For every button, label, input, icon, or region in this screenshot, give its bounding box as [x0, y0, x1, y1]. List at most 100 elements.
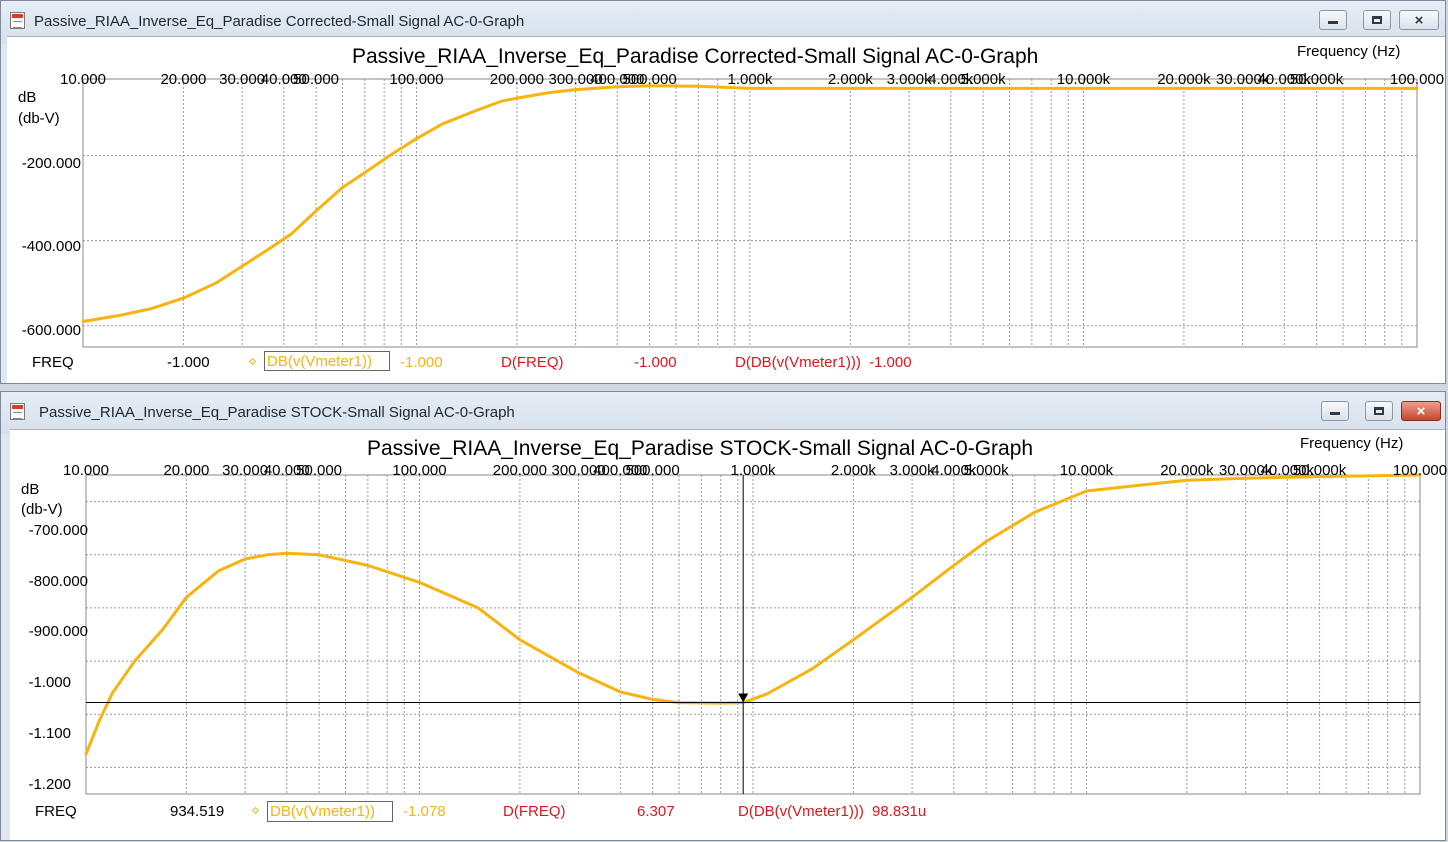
- plot-frame: [85, 474, 1421, 795]
- y-unit-label: dB: [18, 89, 37, 106]
- close-button[interactable]: ×: [1399, 10, 1439, 30]
- plot-area[interactable]: [7, 37, 1447, 385]
- x-tick-label: 300.000: [551, 462, 606, 479]
- window-titlebar[interactable]: Passive_RIAA_Inverse_Eq_Paradise STOCK-S…: [1, 392, 1445, 434]
- x-tick-label: 100.000: [389, 71, 444, 88]
- legend-trace-box[interactable]: DB(v(Vmeter1)): [264, 351, 390, 371]
- cursor-arrow-icon: [738, 693, 749, 703]
- x-tick-label: 1.000k: [730, 462, 776, 479]
- x-tick-label: 2.000k: [827, 71, 873, 88]
- x-tick-label: 4.000k: [931, 462, 977, 479]
- legend-dfreq-label: D(FREQ): [503, 803, 566, 820]
- legend-dtrace-value: -1.000: [869, 354, 912, 371]
- maximize-button[interactable]: [1365, 401, 1393, 421]
- y-tick-label: -1.100: [28, 725, 71, 742]
- y-tick-label: -400.000: [21, 238, 81, 255]
- close-icon: ×: [1414, 12, 1424, 29]
- x-tick-label: 100.000: [1392, 462, 1448, 479]
- plot-area[interactable]: [10, 430, 1446, 842]
- x-tick-label: 10.000: [60, 71, 106, 88]
- x-tick-label: 50.000k: [1289, 71, 1344, 88]
- x-tick-label: 40.000: [260, 71, 307, 88]
- maximize-icon: [1372, 16, 1382, 24]
- x-tick-label: 50.000: [293, 71, 340, 88]
- minimize-button[interactable]: [1321, 401, 1349, 421]
- graph-window-corrected[interactable]: Passive_RIAA_Inverse_Eq_Paradise Correct…: [0, 0, 1446, 384]
- close-button[interactable]: ×: [1401, 401, 1441, 421]
- minimize-button[interactable]: [1319, 10, 1347, 30]
- x-tick-label: 100.000: [392, 462, 447, 479]
- x-axis-label: Frequency (Hz): [1297, 43, 1401, 60]
- y-tick-label: -800.000: [28, 573, 88, 590]
- x-tick-label: 30.000k: [1215, 71, 1270, 88]
- legend-dtrace-value: 98.831u: [872, 803, 927, 820]
- legend-freq-label: FREQ: [32, 354, 74, 371]
- x-tick-label: 20.000k: [1157, 71, 1211, 88]
- y-unit-sublabel: (db-V): [21, 501, 63, 518]
- graph-title: Passive_RIAA_Inverse_Eq_Paradise STOCK-S…: [367, 437, 1034, 460]
- y-tick-label: -1.000: [28, 674, 71, 691]
- document-icon[interactable]: [10, 403, 25, 420]
- x-tick-label: 10.000k: [1059, 462, 1114, 479]
- legend-freq-label: FREQ: [35, 803, 77, 820]
- legend-dfreq-value: 6.307: [637, 803, 675, 820]
- document-icon[interactable]: [10, 12, 25, 29]
- graph-client-area[interactable]: Passive_RIAA_Inverse_Eq_Paradise STOCK-S…: [10, 429, 1448, 842]
- x-tick-label: 40.000k: [1260, 462, 1314, 479]
- x-tick-label: 400.000: [590, 71, 645, 88]
- legend-dtrace-label: D(DB(v(Vmeter1))): [735, 354, 861, 371]
- y-tick-label: -600.000: [21, 322, 81, 339]
- x-tick-label: 3.000k: [889, 462, 935, 479]
- x-tick-label: 200.000: [492, 462, 548, 479]
- x-tick-label: 200.000: [489, 71, 545, 88]
- x-tick-label: 500.000: [625, 462, 680, 479]
- legend-trace-name: DB(v(Vmeter1)): [267, 353, 373, 370]
- x-tick-label: 20.000k: [1160, 462, 1214, 479]
- x-tick-label: 50.000: [296, 462, 343, 479]
- x-tick-label: 30.000k: [1218, 462, 1273, 479]
- legend-trace-box[interactable]: DB(v(Vmeter1)): [267, 801, 393, 822]
- legend-freq-value: 934.519: [170, 803, 225, 820]
- x-tick-label: 20.000: [163, 462, 210, 479]
- x-tick-label: 500.000: [622, 71, 677, 88]
- x-tick-label: 10.000k: [1056, 71, 1111, 88]
- x-tick-label: 2.000k: [830, 462, 876, 479]
- legend-dfreq-value: -1.000: [634, 354, 677, 371]
- x-tick-label: 5.000k: [960, 71, 1006, 88]
- x-tick-label: 10.000: [63, 462, 109, 479]
- x-tick-label: 300.000: [548, 71, 603, 88]
- x-tick-label: 100.000: [1389, 71, 1445, 88]
- graph-title: Passive_RIAA_Inverse_Eq_Paradise Correct…: [352, 45, 1039, 68]
- x-tick-label: 20.000: [160, 71, 207, 88]
- minimize-icon: [1328, 21, 1338, 24]
- x-tick-label: 30.000: [222, 462, 269, 479]
- y-unit-label: dB: [21, 481, 40, 498]
- x-axis-label: Frequency (Hz): [1300, 435, 1404, 452]
- plot-frame: [82, 78, 1418, 348]
- y-tick-label: -1.200: [28, 776, 71, 793]
- window-title: Passive_RIAA_Inverse_Eq_Paradise Correct…: [34, 13, 525, 30]
- trace-line: [81, 84, 1419, 323]
- close-icon: ×: [1416, 403, 1426, 420]
- y-tick-label: -700.000: [28, 522, 88, 539]
- minimize-icon: [1330, 412, 1340, 415]
- legend-dfreq-label: D(FREQ): [501, 354, 564, 371]
- graph-client-area[interactable]: Passive_RIAA_Inverse_Eq_Paradise Correct…: [7, 36, 1445, 383]
- trace-line: [84, 473, 1422, 756]
- y-tick-label: -200.000: [21, 155, 81, 172]
- x-tick-label: 40.000k: [1257, 71, 1311, 88]
- y-unit-sublabel: (db-V): [18, 110, 60, 127]
- x-tick-label: 50.000k: [1292, 462, 1347, 479]
- x-tick-label: 400.000: [593, 462, 648, 479]
- x-tick-label: 3.000k: [886, 71, 932, 88]
- graph-window-stock[interactable]: Passive_RIAA_Inverse_Eq_Paradise STOCK-S…: [0, 391, 1448, 842]
- x-tick-label: 1.000k: [727, 71, 773, 88]
- x-tick-label: 5.000k: [963, 462, 1009, 479]
- maximize-icon: [1374, 407, 1384, 415]
- maximize-button[interactable]: [1363, 10, 1391, 30]
- y-tick-label: -900.000: [28, 623, 88, 640]
- legend-trace-value: -1.078: [403, 803, 446, 820]
- legend-dtrace-label: D(DB(v(Vmeter1))): [738, 803, 864, 820]
- legend-trace-value: -1.000: [400, 354, 443, 371]
- x-tick-label: 30.000: [219, 71, 266, 88]
